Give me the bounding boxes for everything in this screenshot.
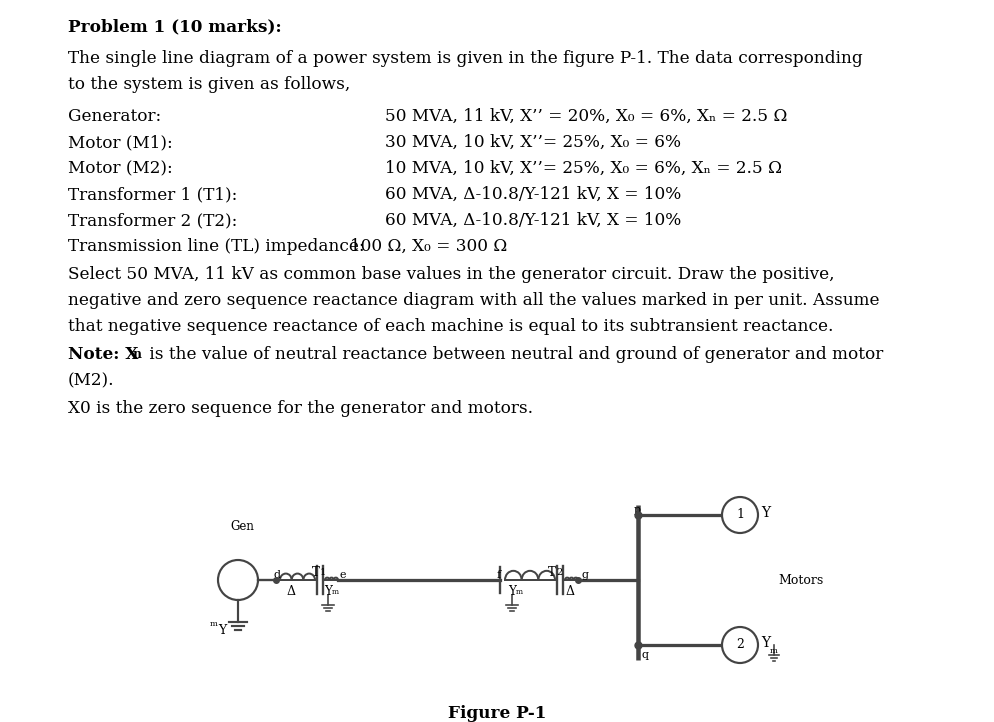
Text: that negative sequence reactance of each machine is equal to its subtransient re: that negative sequence reactance of each… [68,318,834,335]
Text: m: m [332,588,339,596]
Text: Y: Y [324,585,332,598]
Text: Motor (M1):: Motor (M1): [68,134,173,151]
Text: q: q [641,650,648,660]
Text: 50 MVA, 11 kV, X’’ = 20%, X₀ = 6%, Xₙ = 2.5 Ω: 50 MVA, 11 kV, X’’ = 20%, X₀ = 6%, Xₙ = … [385,108,787,125]
Text: n: n [133,348,142,361]
Text: g: g [581,570,588,580]
Text: 30 MVA, 10 kV, X’’= 25%, X₀ = 6%: 30 MVA, 10 kV, X’’= 25%, X₀ = 6% [385,134,681,151]
Text: 2: 2 [556,568,563,577]
Text: (M2).: (M2). [68,372,114,389]
Text: 100 Ω, X₀ = 300 Ω: 100 Ω, X₀ = 300 Ω [350,238,507,255]
Text: Gen: Gen [230,520,253,533]
Text: Y: Y [761,636,770,650]
Text: Y: Y [761,506,770,520]
Text: Δ: Δ [566,585,575,598]
Text: f: f [497,570,501,580]
Text: Y: Y [508,585,516,598]
Text: 1: 1 [736,508,744,521]
Text: d: d [273,570,280,580]
Text: Δ: Δ [287,585,296,598]
Text: Note: X: Note: X [68,346,138,363]
Text: T: T [548,566,556,579]
Text: Y: Y [218,624,227,637]
Text: Select 50 MVA, 11 kV as common base values in the generator circuit. Draw the po: Select 50 MVA, 11 kV as common base valu… [68,266,835,283]
Text: Problem 1 (10 marks):: Problem 1 (10 marks): [68,18,281,35]
Text: T: T [312,566,320,579]
Text: m: m [770,647,778,655]
Text: Transformer 2 (T2):: Transformer 2 (T2): [68,212,238,229]
Text: p: p [634,505,641,515]
Text: 60 MVA, Δ-10.8/Y-121 kV, X = 10%: 60 MVA, Δ-10.8/Y-121 kV, X = 10% [385,212,681,229]
Text: The single line diagram of a power system is given in the figure P-1. The data c: The single line diagram of a power syste… [68,50,863,67]
Text: Motors: Motors [778,573,823,586]
Text: m: m [516,588,523,596]
Text: Generator:: Generator: [68,108,161,125]
Text: Figure P-1: Figure P-1 [448,705,546,722]
Text: to the system is given as follows,: to the system is given as follows, [68,76,350,93]
Text: Motor (M2):: Motor (M2): [68,160,173,177]
Text: 60 MVA, Δ-10.8/Y-121 kV, X = 10%: 60 MVA, Δ-10.8/Y-121 kV, X = 10% [385,186,681,203]
Text: 10 MVA, 10 kV, X’’= 25%, X₀ = 6%, Xₙ = 2.5 Ω: 10 MVA, 10 kV, X’’= 25%, X₀ = 6%, Xₙ = 2… [385,160,782,177]
Text: 2: 2 [737,638,744,651]
Text: m: m [210,620,218,628]
Text: X0 is the zero sequence for the generator and motors.: X0 is the zero sequence for the generato… [68,400,533,417]
Text: Transformer 1 (T1):: Transformer 1 (T1): [68,186,238,203]
Text: is the value of neutral reactance between neutral and ground of generator and mo: is the value of neutral reactance betwee… [144,346,884,363]
Text: Transmission line (TL) impedance:: Transmission line (TL) impedance: [68,238,365,255]
Text: e: e [340,570,347,580]
Text: negative and zero sequence reactance diagram with all the values marked in per u: negative and zero sequence reactance dia… [68,292,880,309]
Text: 1: 1 [320,568,326,577]
